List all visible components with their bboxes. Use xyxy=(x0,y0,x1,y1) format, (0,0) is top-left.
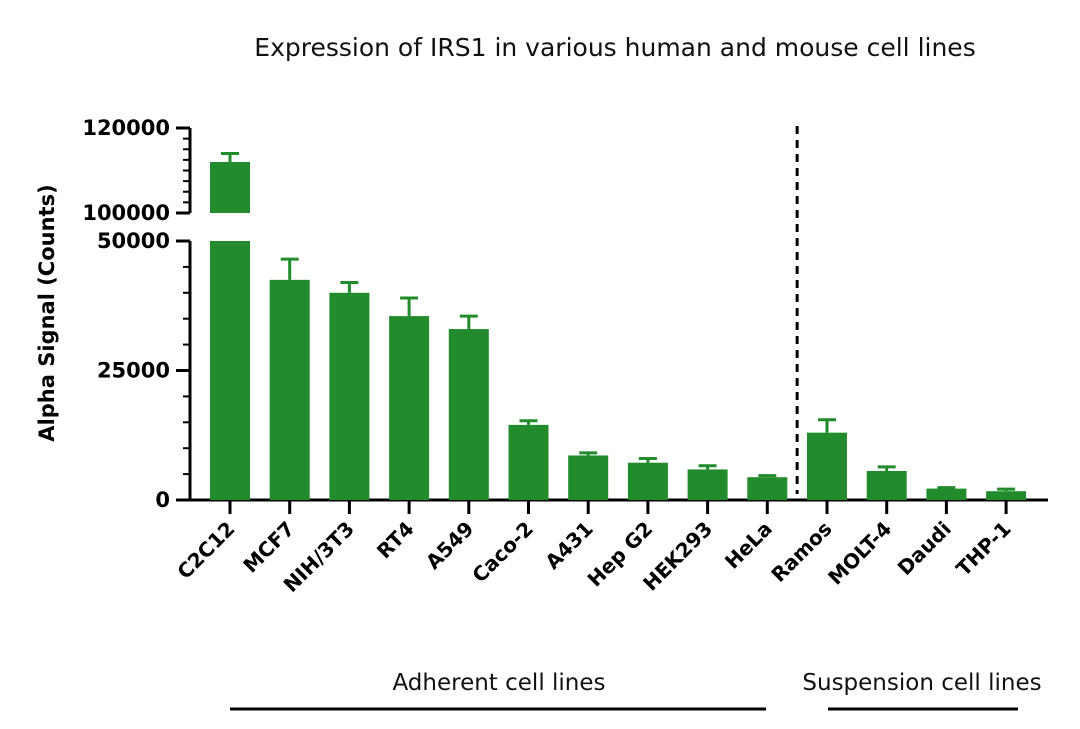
y-tick-label: 100000 xyxy=(82,201,170,225)
x-tick-label: Caco-2 xyxy=(467,517,538,588)
bar xyxy=(568,455,609,500)
x-tick-label: A549 xyxy=(421,517,478,574)
bar xyxy=(508,424,549,500)
bar xyxy=(687,469,728,500)
y-tick-label: 120000 xyxy=(82,116,170,140)
bar xyxy=(986,491,1027,500)
bar xyxy=(389,316,430,500)
x-tick-label: MOLT-4 xyxy=(823,517,896,590)
x-tick-label: Daudi xyxy=(893,517,956,580)
chart-title: Expression of IRS1 in various human and … xyxy=(254,33,975,62)
bar xyxy=(329,292,370,500)
x-tick-label: RT4 xyxy=(372,517,419,564)
x-tick-label: C2C12 xyxy=(172,517,239,584)
y-tick-label: 50000 xyxy=(97,229,170,253)
bar xyxy=(627,462,668,500)
group-label-suspension: Suspension cell lines xyxy=(802,670,1041,696)
bar xyxy=(866,470,907,500)
group-label-adherent: Adherent cell lines xyxy=(392,670,605,696)
y-tick-label: 0 xyxy=(155,488,170,512)
y-axis-title: Alpha Signal (Counts) xyxy=(35,184,59,441)
x-tick-label: THP-1 xyxy=(951,517,1015,581)
bar-upper-segment xyxy=(210,162,250,213)
y-tick-label: 25000 xyxy=(97,359,170,383)
bar xyxy=(269,279,310,500)
bar xyxy=(210,241,250,500)
bar xyxy=(747,477,788,500)
bar xyxy=(926,488,967,500)
bar xyxy=(448,329,489,500)
x-tick-label: A431 xyxy=(540,517,597,574)
bar xyxy=(807,432,847,500)
x-tick-label: HeLa xyxy=(720,517,777,574)
